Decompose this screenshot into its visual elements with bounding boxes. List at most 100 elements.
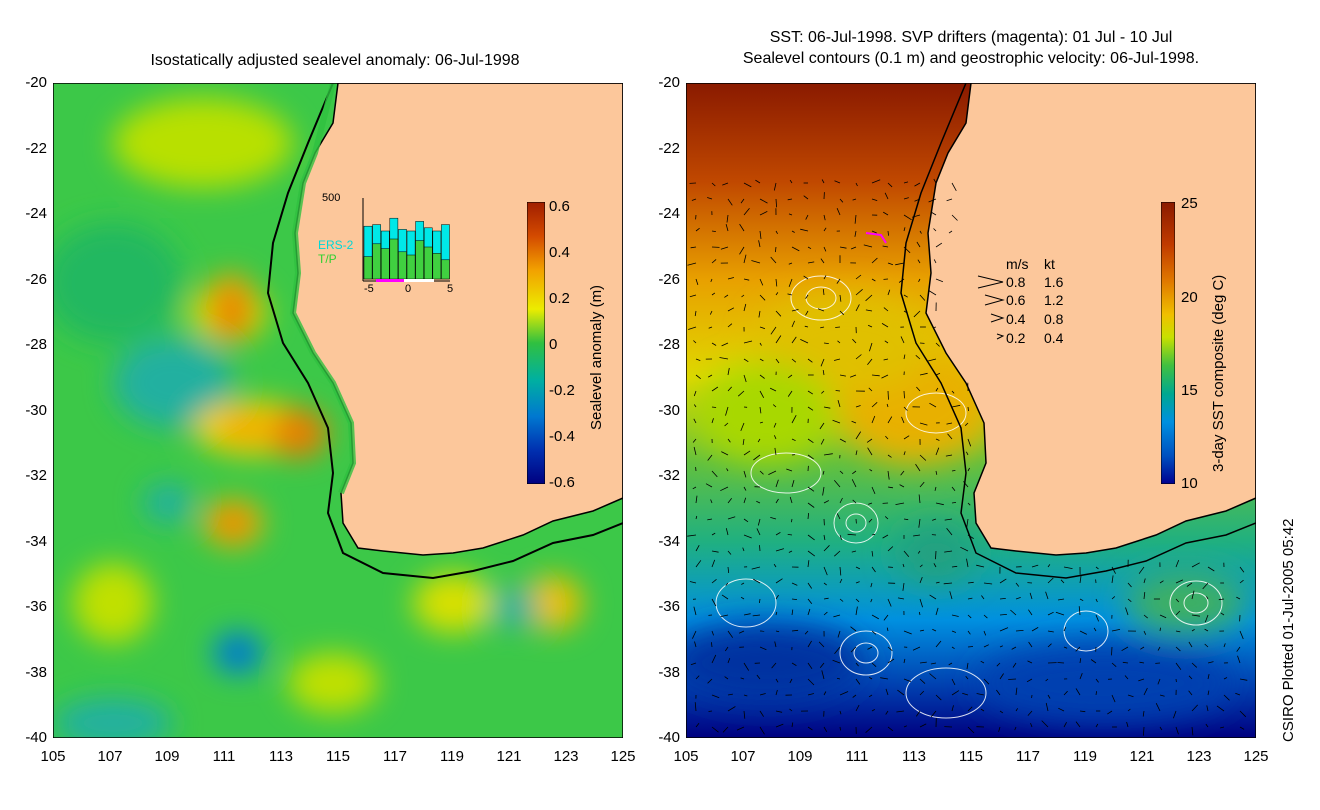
velocity-vector [775, 278, 778, 287]
velocity-vector [805, 214, 809, 220]
velocity-vector [1143, 614, 1148, 619]
velocity-vector [947, 433, 953, 440]
velocity-vector [821, 670, 825, 680]
velocity-vector [1159, 627, 1161, 632]
velocity-vector [770, 326, 777, 335]
velocity-vector [933, 228, 937, 232]
velocity-vector [855, 606, 858, 616]
velocity-vector [935, 607, 939, 616]
velocity-vector [720, 614, 729, 617]
velocity-vector [850, 646, 857, 653]
velocity-vector [822, 470, 825, 475]
velocity-vector [867, 646, 873, 650]
velocity-vector [935, 550, 937, 560]
velocity-vector [835, 326, 841, 328]
right-lat-tick: -30 [658, 401, 680, 419]
left-lon-tick: 115 [326, 748, 350, 765]
velocity-vector [1063, 566, 1073, 569]
velocity-vector [721, 451, 729, 456]
velocity-vector [791, 246, 800, 252]
velocity-vector [1239, 726, 1245, 730]
velocity-vector [823, 453, 833, 456]
velocity-vector [823, 342, 829, 344]
velocity-vector [1028, 609, 1033, 616]
velocity-vector [1143, 630, 1147, 635]
velocity-vector [887, 230, 889, 236]
velocity-vector [727, 516, 736, 520]
velocity-vector [804, 630, 809, 635]
velocity-vector [743, 534, 752, 539]
velocity-vector [759, 726, 765, 735]
velocity-vector [881, 374, 889, 379]
velocity-vector [996, 689, 1001, 696]
left-lat-tick: -32 [25, 467, 47, 484]
velocity-vector [966, 518, 969, 528]
velocity-vector [823, 582, 827, 586]
velocity-vector [928, 290, 937, 296]
velocity-vector [1216, 705, 1225, 712]
velocity-vector [1220, 612, 1225, 616]
velocity-vector [775, 230, 778, 234]
velocity-vector [962, 692, 969, 696]
velocity-vector [855, 288, 863, 296]
velocity-vector [695, 374, 701, 380]
velocity-vector [720, 246, 729, 250]
velocity-vector [839, 374, 846, 377]
velocity-vector [727, 277, 734, 280]
left-lon-tick: 111 [212, 748, 236, 765]
velocity-vector [919, 576, 923, 584]
velocity-vector [1239, 566, 1245, 573]
left-lat-tick: -22 [25, 139, 47, 157]
velocity-vector [832, 659, 841, 664]
velocity-vector [738, 630, 745, 634]
velocity-vector [967, 706, 973, 712]
velocity-vector [1191, 726, 1194, 736]
velocity-vector [1207, 674, 1210, 680]
velocity-legend-ms-1: 0.6 [1006, 292, 1026, 308]
velocity-vector [727, 706, 736, 712]
velocity-vector [903, 354, 906, 360]
velocity-vector [919, 454, 927, 461]
velocity-vector [854, 230, 857, 237]
velocity-vector [839, 470, 844, 474]
velocity-vector [951, 630, 957, 633]
velocity-vector [1058, 707, 1065, 712]
velocity-vector [1127, 708, 1131, 712]
velocity-vector [967, 502, 971, 506]
velocity-vector [980, 660, 985, 664]
left-lat-tick: -20 [25, 74, 47, 91]
velocity-vector [886, 627, 889, 632]
velocity-vector [915, 710, 921, 717]
velocity-vector [727, 630, 734, 638]
inset-ymax-label: 500 [322, 192, 341, 204]
sealevel-colorbar [527, 202, 545, 484]
velocity-vector [695, 515, 698, 520]
velocity-vector [820, 358, 825, 367]
velocity-vector [868, 518, 873, 523]
velocity-vector [1060, 579, 1065, 584]
svp-drifter-track [865, 232, 887, 244]
velocity-vector [695, 227, 700, 232]
velocity-vector [742, 547, 745, 552]
velocity-vector [903, 678, 912, 682]
velocity-vector [929, 402, 937, 408]
velocity-vector [868, 676, 873, 680]
velocity-vector [775, 594, 779, 600]
velocity-vector [823, 500, 829, 504]
velocity-vector [711, 406, 717, 408]
velocity-vector [807, 608, 811, 616]
velocity-vector [739, 246, 745, 255]
velocity-vector [687, 534, 697, 537]
velocity-vector [721, 594, 729, 600]
velocity-vector [695, 278, 699, 286]
velocity-vector [948, 662, 953, 666]
velocity-vector [999, 614, 1007, 616]
velocity-vector [1206, 596, 1209, 600]
velocity-vector [855, 678, 861, 685]
velocity-vector [775, 723, 784, 728]
velocity-vector [951, 678, 956, 686]
velocity-vector [823, 275, 827, 280]
velocity-vector [711, 386, 719, 392]
velocity-vector [695, 675, 700, 680]
left-lon-tick: 113 [269, 748, 293, 765]
